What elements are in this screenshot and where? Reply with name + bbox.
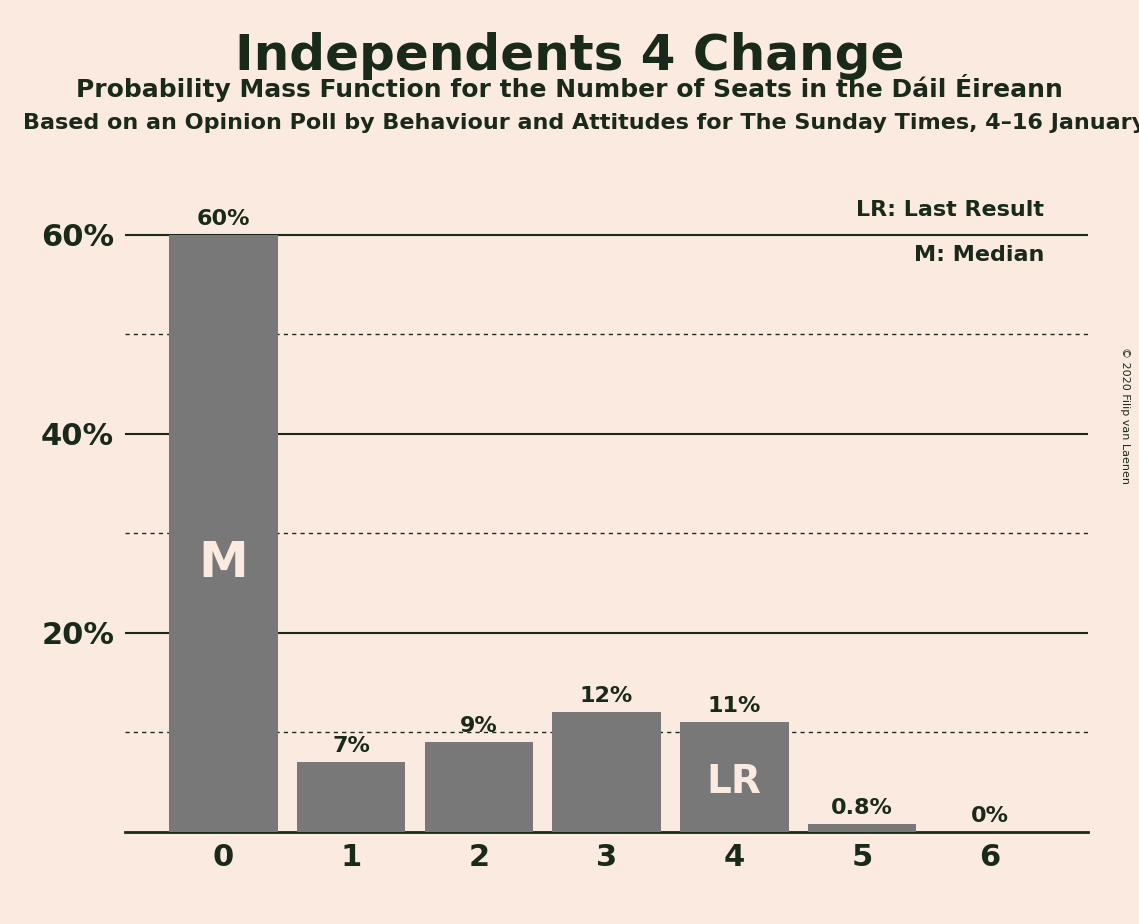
Bar xyxy=(297,762,405,832)
Text: 0%: 0% xyxy=(970,806,1009,826)
Text: Based on an Opinion Poll by Behaviour and Attitudes for The Sunday Times, 4–16 J: Based on an Opinion Poll by Behaviour an… xyxy=(23,113,1139,133)
Text: Probability Mass Function for the Number of Seats in the Dáil Éireann: Probability Mass Function for the Number… xyxy=(76,74,1063,102)
Text: 12%: 12% xyxy=(580,687,633,706)
Bar xyxy=(808,823,916,832)
Bar xyxy=(169,235,278,832)
Text: M: Median: M: Median xyxy=(913,245,1044,264)
Text: Independents 4 Change: Independents 4 Change xyxy=(235,32,904,80)
Text: 60%: 60% xyxy=(197,209,251,228)
Text: 9%: 9% xyxy=(460,716,498,736)
Bar xyxy=(425,742,533,832)
Text: LR: LR xyxy=(707,763,762,801)
Bar xyxy=(680,723,788,832)
Text: LR: Last Result: LR: Last Result xyxy=(857,200,1044,220)
Text: M: M xyxy=(198,539,248,587)
Bar xyxy=(552,712,661,832)
Text: 7%: 7% xyxy=(333,736,370,756)
Text: © 2020 Filip van Laenen: © 2020 Filip van Laenen xyxy=(1121,347,1130,484)
Text: 11%: 11% xyxy=(707,696,761,716)
Text: 0.8%: 0.8% xyxy=(831,797,893,818)
